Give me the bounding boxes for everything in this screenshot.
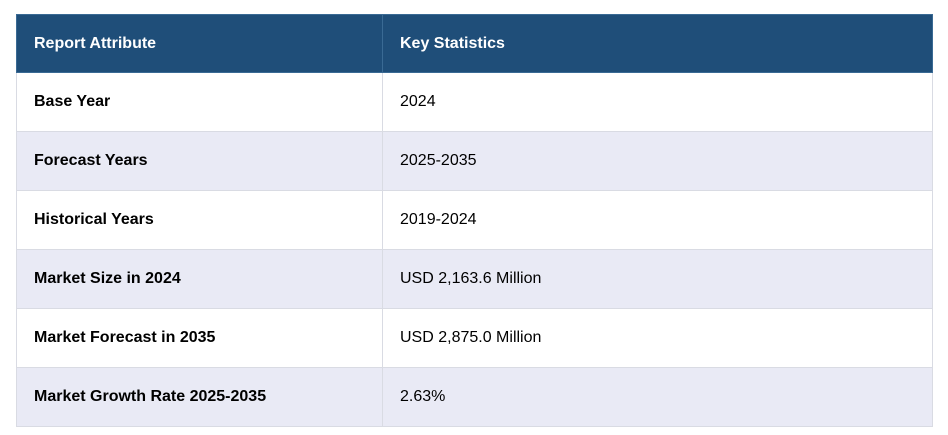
row-attribute-base-year: Base Year <box>16 72 383 132</box>
column-header-key-statistics: Key Statistics <box>382 14 933 73</box>
row-value-market-forecast-2035: USD 2,875.0 Million <box>382 308 933 368</box>
table-row: Historical Years 2019-2024 <box>16 190 933 250</box>
row-value-historical-years: 2019-2024 <box>382 190 933 250</box>
row-attribute-market-growth-rate: Market Growth Rate 2025-2035 <box>16 367 383 427</box>
table-row: Market Size in 2024 USD 2,163.6 Million <box>16 249 933 309</box>
row-value-market-size-2024: USD 2,163.6 Million <box>382 249 933 309</box>
row-value-forecast-years: 2025-2035 <box>382 131 933 191</box>
row-value-base-year: 2024 <box>382 72 933 132</box>
table-row: Base Year 2024 <box>16 72 933 132</box>
report-statistics-table-container: Report Attribute Key Statistics Base Yea… <box>16 14 933 427</box>
column-header-report-attribute: Report Attribute <box>16 14 383 73</box>
table-header-row: Report Attribute Key Statistics <box>16 14 933 73</box>
table-row: Forecast Years 2025-2035 <box>16 131 933 191</box>
row-attribute-historical-years: Historical Years <box>16 190 383 250</box>
row-attribute-market-size-2024: Market Size in 2024 <box>16 249 383 309</box>
row-attribute-forecast-years: Forecast Years <box>16 131 383 191</box>
report-statistics-table: Report Attribute Key Statistics Base Yea… <box>16 14 933 427</box>
row-attribute-market-forecast-2035: Market Forecast in 2035 <box>16 308 383 368</box>
table-row: Market Forecast in 2035 USD 2,875.0 Mill… <box>16 308 933 368</box>
row-value-market-growth-rate: 2.63% <box>382 367 933 427</box>
table-row: Market Growth Rate 2025-2035 2.63% <box>16 367 933 427</box>
